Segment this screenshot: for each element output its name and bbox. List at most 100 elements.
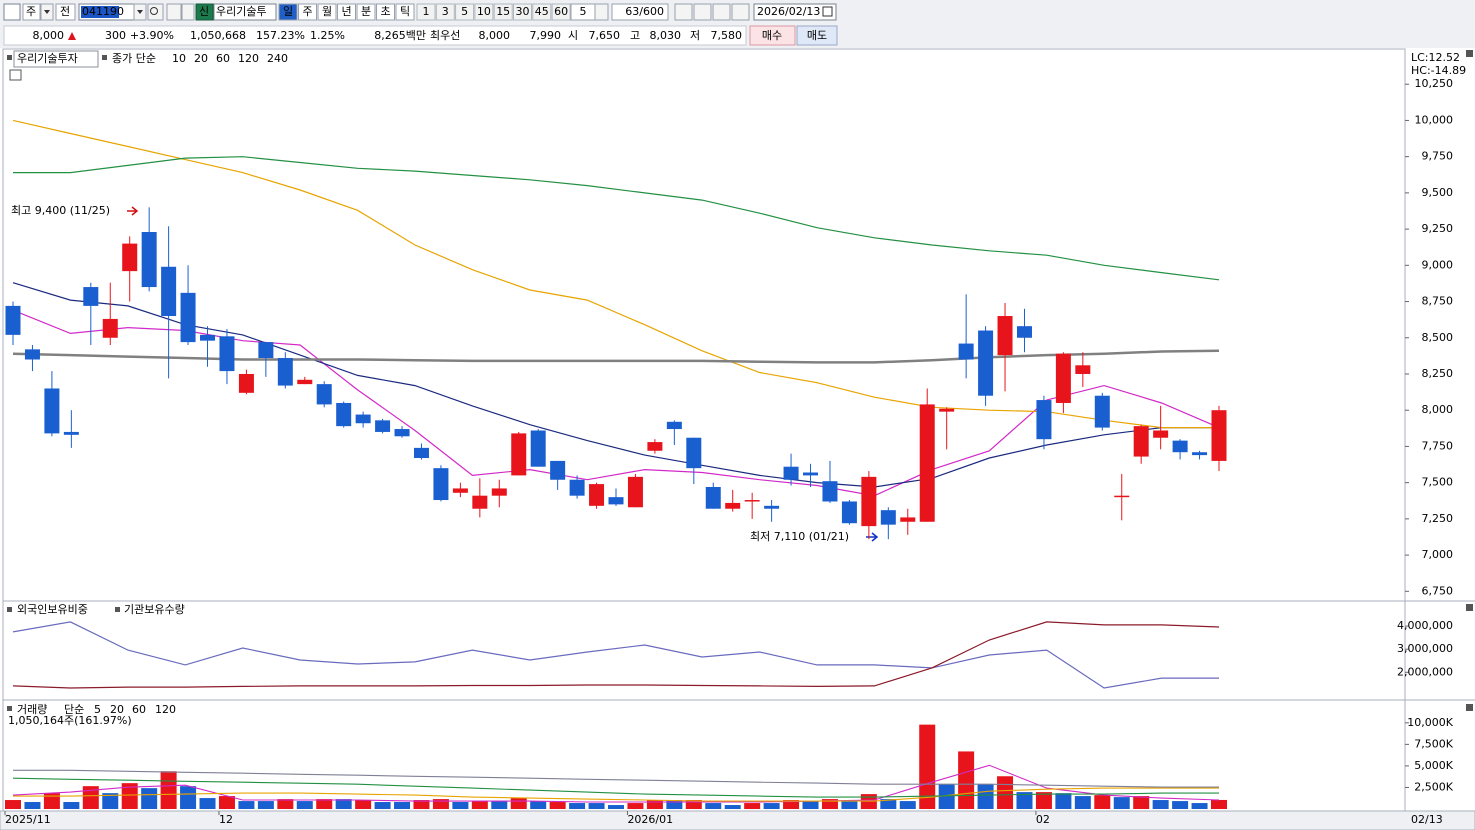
- interval-button[interactable]: [416, 3, 436, 21]
- period-button[interactable]: [337, 3, 356, 21]
- period-button[interactable]: [356, 3, 376, 21]
- y-tick-label: 9,750: [1422, 150, 1454, 163]
- label: 60: [554, 5, 568, 18]
- volume-bar: [1172, 801, 1189, 809]
- y-tick-label: 10,250: [1415, 77, 1454, 90]
- sound-button[interactable]: [166, 3, 182, 21]
- x-tick-label: 2026/01: [627, 813, 673, 826]
- dropdown[interactable]: [181, 3, 195, 21]
- volume-bar: [102, 793, 119, 809]
- legend-entry: 60: [216, 52, 230, 65]
- period-button[interactable]: [376, 3, 395, 21]
- legend-marker: [7, 607, 12, 612]
- line-series: [12, 119, 1219, 429]
- interval-button[interactable]: [532, 3, 552, 21]
- interval-button[interactable]: [455, 3, 475, 21]
- tool-button[interactable]: [674, 3, 693, 21]
- period-button[interactable]: [395, 3, 415, 21]
- volume-bar: [335, 799, 352, 809]
- dropdown[interactable]: [594, 3, 609, 21]
- y-tick-label: 9,250: [1422, 222, 1454, 235]
- candle-body: [297, 379, 313, 385]
- label: 63/600: [625, 5, 664, 18]
- volume-bar: [1191, 803, 1208, 809]
- candle-body: [238, 373, 254, 393]
- label: 매수: [762, 29, 782, 42]
- panel-close[interactable]: [1466, 704, 1473, 711]
- interval-button[interactable]: [474, 3, 494, 21]
- line-series: [13, 769, 1219, 788]
- interval-button[interactable]: [551, 3, 571, 21]
- legend-label: 종가 단순: [112, 52, 156, 65]
- candle-body: [316, 384, 332, 405]
- new-button[interactable]: [195, 3, 214, 21]
- volume-bar: [958, 751, 975, 809]
- volume-bar: [1113, 797, 1130, 809]
- period-button[interactable]: [278, 3, 298, 21]
- panel-close[interactable]: [1466, 50, 1473, 57]
- candle-body: [1036, 400, 1052, 440]
- sell-button[interactable]: [796, 25, 838, 46]
- quote-bar: [3, 25, 747, 46]
- legend-entry: 240: [267, 52, 288, 65]
- line-series: [13, 156, 1220, 281]
- volume-bar: [1133, 796, 1150, 809]
- candle-body: [880, 510, 896, 525]
- line-series: [13, 787, 1219, 802]
- candle-body: [1075, 365, 1091, 374]
- volume-bar: [569, 803, 586, 809]
- line-series: [12, 282, 1219, 488]
- name-field[interactable]: [213, 3, 277, 21]
- buy-button[interactable]: [749, 25, 796, 46]
- interval-button[interactable]: [435, 3, 455, 21]
- low-annotation: 최저 7,110 (01/21): [750, 530, 849, 543]
- button[interactable]: [55, 3, 76, 21]
- legend-box: [13, 50, 99, 68]
- button[interactable]: [22, 3, 41, 21]
- label: 300: [105, 29, 126, 42]
- date-field[interactable]: [753, 3, 837, 21]
- tool-button[interactable]: [731, 3, 750, 21]
- volume-bar: [783, 800, 800, 809]
- period-button[interactable]: [317, 3, 337, 21]
- label: 1: [423, 5, 430, 18]
- volume-bar: [841, 801, 858, 809]
- tool-button[interactable]: [693, 3, 712, 21]
- label: 신: [199, 5, 209, 18]
- candle-body: [200, 334, 216, 341]
- volume-bar: [763, 803, 780, 809]
- candle-body: [277, 358, 293, 386]
- panel-close[interactable]: [1466, 604, 1473, 611]
- label: 8,000: [479, 29, 511, 42]
- interval-button[interactable]: [513, 3, 532, 21]
- volume-bar: [1074, 796, 1091, 809]
- volume-bar: [82, 786, 99, 809]
- candle-body: [569, 479, 585, 496]
- candle-body: [24, 349, 40, 360]
- candle-body: [180, 292, 196, 343]
- legend-entry: 20: [110, 703, 124, 716]
- candle-body: [530, 430, 546, 467]
- tool-button[interactable]: [712, 3, 731, 21]
- interval-button[interactable]: [493, 3, 513, 21]
- y-tick-label: 7,500: [1422, 476, 1454, 489]
- candle-body: [413, 447, 429, 459]
- volume-bar: [355, 800, 372, 809]
- candle-body: [861, 476, 877, 527]
- count-field[interactable]: [611, 3, 669, 21]
- period-button[interactable]: [298, 3, 317, 21]
- stock-name: 우리기술투: [216, 5, 267, 18]
- volume-bar: [899, 801, 916, 809]
- search-icon: [150, 7, 158, 15]
- candle-body: [355, 414, 371, 424]
- y-tick-label: 8,000: [1422, 403, 1454, 416]
- y-tick-label: 9,000: [1422, 258, 1454, 271]
- dropdown-arrow: [44, 10, 50, 14]
- y-tick-label: 7,500K: [1414, 737, 1453, 750]
- menu-button[interactable]: [3, 3, 21, 21]
- last-date: 02/13: [1411, 813, 1443, 826]
- label: 최우선: [430, 29, 460, 42]
- line-series: [12, 764, 1220, 803]
- candle-body: [452, 488, 468, 493]
- candle-body: [647, 442, 663, 451]
